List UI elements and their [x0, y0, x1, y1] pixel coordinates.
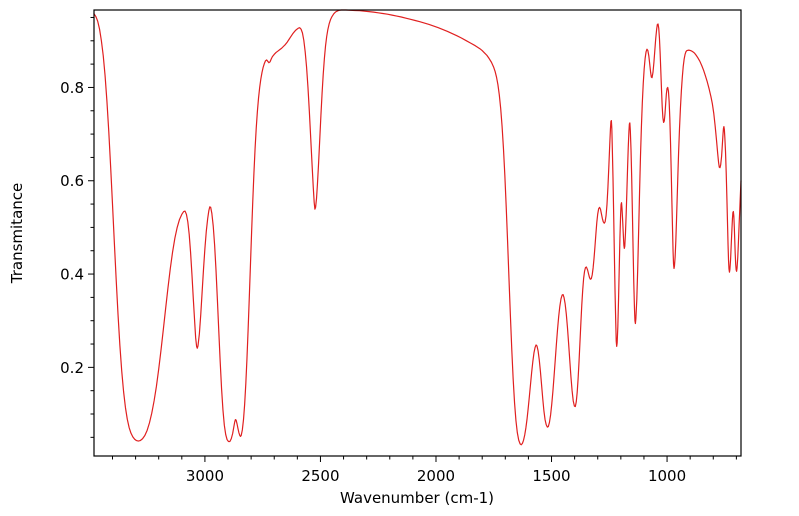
y-tick-label: 0.2	[60, 359, 84, 377]
axes-frame	[93, 9, 742, 457]
y-tick-label: 0.8	[60, 79, 84, 97]
x-tick-label: 1500	[532, 467, 570, 485]
x-tick-label: 2000	[417, 467, 455, 485]
x-tick-label: 2500	[301, 467, 339, 485]
axis-tick-labels: 3000 2500 2000 1500 1000 0.2 0.4 0.6 0.8	[60, 79, 686, 485]
y-tick-label: 0.6	[60, 172, 84, 190]
y-axis-label: Transmitance	[8, 183, 26, 284]
x-tick-label: 3000	[186, 467, 224, 485]
x-axis-label: Wavenumber (cm-1)	[340, 489, 494, 507]
spectrum-line	[93, 9, 742, 446]
y-tick-label: 0.4	[60, 266, 84, 284]
x-tick-label: 1000	[648, 467, 686, 485]
axis-ticks	[88, 16, 737, 462]
